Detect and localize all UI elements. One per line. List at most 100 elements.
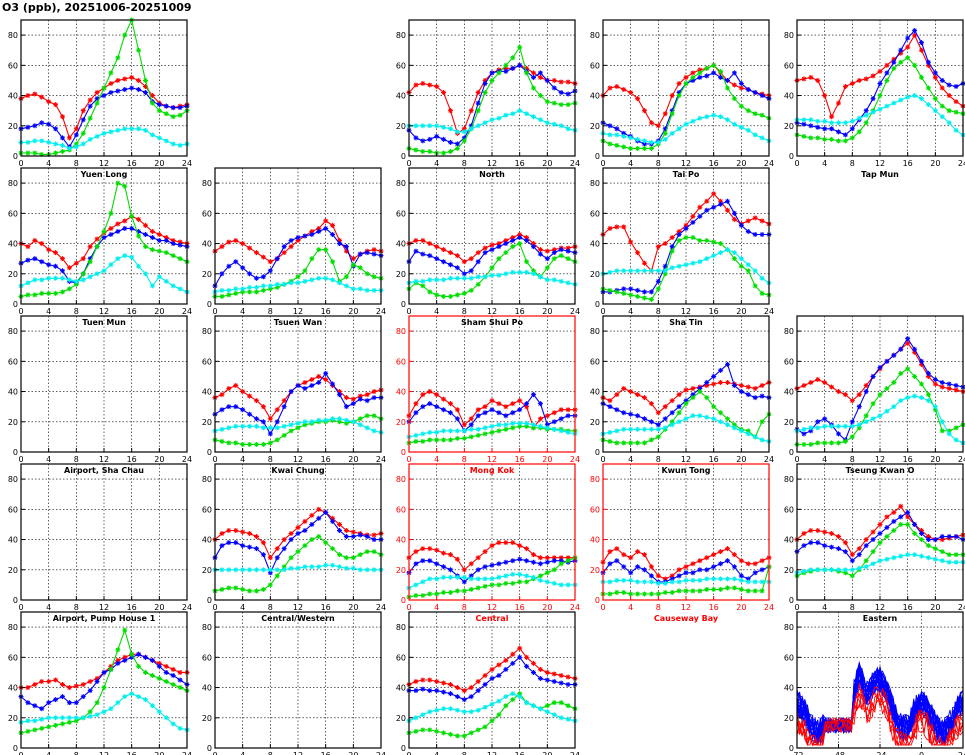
data-point xyxy=(267,425,273,431)
y-tick-label: 0 xyxy=(207,744,212,753)
data-point xyxy=(420,251,426,257)
data-point xyxy=(73,683,79,689)
data-point xyxy=(870,109,876,115)
data-point xyxy=(441,277,447,283)
data-point xyxy=(461,126,467,132)
data-point xyxy=(537,117,543,123)
data-point xyxy=(683,401,689,407)
data-point xyxy=(745,228,751,234)
data-point xyxy=(302,543,308,549)
data-point xyxy=(738,85,744,91)
data-point xyxy=(73,141,79,147)
data-point xyxy=(655,426,661,432)
data-point xyxy=(884,77,890,83)
x-tick-label: 8 xyxy=(850,603,855,612)
data-point xyxy=(337,280,342,286)
data-point xyxy=(427,677,433,683)
data-point xyxy=(60,268,65,274)
data-point xyxy=(544,120,550,126)
data-point xyxy=(822,379,828,385)
data-point xyxy=(621,130,627,136)
data-point xyxy=(80,141,86,147)
data-point xyxy=(254,275,259,281)
data-point xyxy=(53,126,59,132)
data-point xyxy=(884,408,890,414)
data-point xyxy=(475,688,481,694)
data-point xyxy=(115,657,121,663)
data-point xyxy=(662,268,668,274)
data-point xyxy=(524,238,530,244)
data-point xyxy=(413,135,419,141)
x-tick-label: 20 xyxy=(542,603,552,612)
y-tick-label: 0 xyxy=(595,596,600,605)
data-point xyxy=(718,586,724,592)
data-point xyxy=(683,564,689,570)
data-point xyxy=(420,123,426,129)
data-point xyxy=(53,102,59,108)
x-tick-label: 16 xyxy=(515,307,525,316)
data-point xyxy=(461,588,467,594)
y-tick-label: 80 xyxy=(784,327,794,336)
data-point xyxy=(233,527,239,533)
data-point xyxy=(309,512,315,518)
data-point xyxy=(226,404,232,410)
data-point xyxy=(648,426,654,432)
data-point xyxy=(468,268,474,274)
data-point xyxy=(260,441,266,447)
data-point xyxy=(932,546,938,552)
data-point xyxy=(544,277,550,283)
data-point xyxy=(725,85,730,91)
data-point xyxy=(925,537,931,543)
x-tick-label: 20 xyxy=(154,307,164,316)
data-point xyxy=(260,283,266,289)
data-point xyxy=(73,144,79,150)
data-point xyxy=(510,558,516,564)
data-point xyxy=(524,579,530,585)
data-point xyxy=(80,130,86,136)
station-label: Causeway Bay xyxy=(654,614,719,623)
x-tick-label: 16 xyxy=(127,751,137,755)
data-point xyxy=(642,567,647,573)
y-tick-label: 20 xyxy=(784,566,794,575)
data-point xyxy=(461,574,467,580)
data-point xyxy=(482,576,488,582)
data-point xyxy=(489,77,495,83)
data-point xyxy=(337,392,342,398)
data-point xyxy=(441,136,447,142)
x-tick-label: 20 xyxy=(736,603,746,612)
data-point xyxy=(718,68,724,74)
data-point xyxy=(475,679,481,685)
data-point xyxy=(32,292,38,298)
data-point xyxy=(683,262,689,268)
data-point xyxy=(316,534,322,540)
data-point xyxy=(676,80,682,86)
data-point xyxy=(621,224,627,230)
data-point xyxy=(323,225,329,231)
data-point xyxy=(731,70,737,76)
data-point xyxy=(295,238,301,244)
data-point xyxy=(551,256,557,262)
data-point xyxy=(759,383,765,389)
data-point xyxy=(738,586,744,592)
x-tick-label: 0 xyxy=(212,455,217,464)
data-point xyxy=(413,248,419,254)
data-point xyxy=(350,529,356,535)
data-point xyxy=(309,231,315,237)
data-point xyxy=(32,703,38,709)
data-point xyxy=(912,521,918,527)
data-point xyxy=(544,425,550,431)
data-point xyxy=(925,373,931,379)
data-point xyxy=(343,565,349,571)
data-point xyxy=(648,419,654,425)
data-point xyxy=(240,407,246,413)
data-point xyxy=(565,102,571,108)
data-point xyxy=(343,534,349,540)
data-point xyxy=(468,576,474,582)
data-point xyxy=(752,268,758,274)
data-point xyxy=(149,703,155,709)
data-point xyxy=(558,672,564,678)
data-point xyxy=(357,393,363,399)
data-point xyxy=(829,126,835,132)
data-point xyxy=(690,70,696,76)
data-point xyxy=(371,549,377,555)
